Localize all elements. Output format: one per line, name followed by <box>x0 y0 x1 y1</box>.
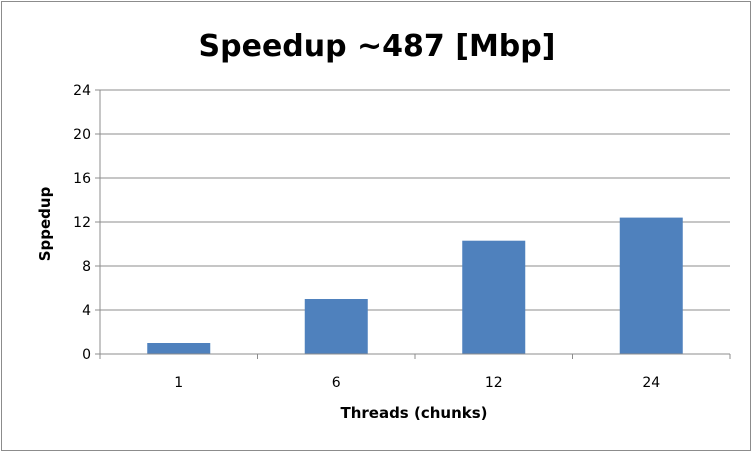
y-tick-label: 16 <box>73 171 91 187</box>
x-axis-title: Threads (chunks) <box>340 404 487 422</box>
y-tick-label: 0 <box>82 347 91 363</box>
x-tick-label: 24 <box>642 375 660 391</box>
y-tick-label: 20 <box>73 127 91 143</box>
x-tick-label: 1 <box>174 375 183 391</box>
bars <box>147 217 683 354</box>
y-tick-label: 24 <box>73 83 91 99</box>
y-tick-label: 4 <box>82 303 91 319</box>
bar-24 <box>619 217 683 354</box>
chart-title: Speedup ~487 [Mbp] <box>199 29 556 64</box>
bar-12 <box>462 240 526 354</box>
y-axis-title: Sppedup <box>36 186 54 261</box>
y-tick-labels: 0 4 8 12 16 20 24 <box>73 83 91 363</box>
bar-1 <box>147 343 211 354</box>
x-tick-label: 12 <box>485 375 503 391</box>
y-tick-label: 8 <box>82 259 91 275</box>
bar-6 <box>304 299 368 354</box>
x-tick-label: 6 <box>332 375 341 391</box>
x-tick-labels: 1 6 12 24 <box>174 375 660 391</box>
y-tick-label: 12 <box>73 215 91 231</box>
axes <box>99 90 731 359</box>
